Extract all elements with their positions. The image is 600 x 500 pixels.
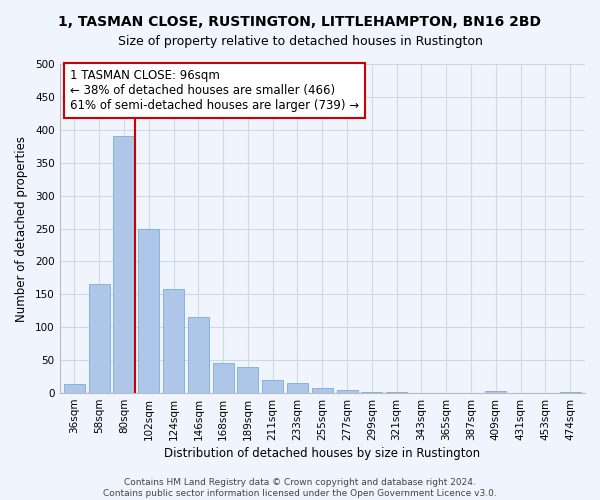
Y-axis label: Number of detached properties: Number of detached properties [15, 136, 28, 322]
Bar [560, 392, 581, 393]
Bar [337, 390, 358, 393]
Bar [262, 380, 283, 393]
Bar [138, 228, 160, 393]
Bar [386, 392, 407, 393]
Bar [287, 383, 308, 393]
Text: Contains HM Land Registry data © Crown copyright and database right 2024.
Contai: Contains HM Land Registry data © Crown c… [103, 478, 497, 498]
Text: 1 TASMAN CLOSE: 96sqm
← 38% of detached houses are smaller (466)
61% of semi-det: 1 TASMAN CLOSE: 96sqm ← 38% of detached … [70, 69, 359, 112]
Bar [361, 392, 382, 393]
Bar [113, 136, 134, 393]
Text: Size of property relative to detached houses in Rustington: Size of property relative to detached ho… [118, 35, 482, 48]
X-axis label: Distribution of detached houses by size in Rustington: Distribution of detached houses by size … [164, 447, 481, 460]
Bar [163, 289, 184, 393]
Bar [238, 368, 259, 393]
Bar [64, 384, 85, 393]
Bar [312, 388, 333, 393]
Bar [485, 391, 506, 393]
Bar [89, 284, 110, 393]
Bar [188, 318, 209, 393]
Text: 1, TASMAN CLOSE, RUSTINGTON, LITTLEHAMPTON, BN16 2BD: 1, TASMAN CLOSE, RUSTINGTON, LITTLEHAMPT… [59, 15, 542, 29]
Bar [212, 364, 233, 393]
